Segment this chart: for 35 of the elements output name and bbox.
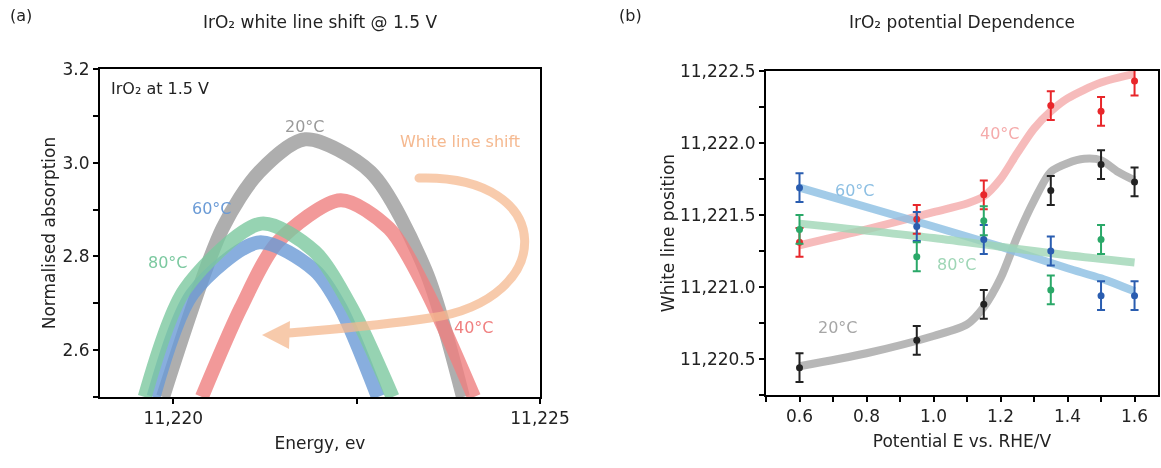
x-tick-label: 11,220 — [143, 408, 204, 429]
x-axis-title: Energy, ev — [274, 433, 366, 454]
series-label: 20°C — [818, 318, 858, 337]
y-tick-label: 11,221.5 — [679, 204, 756, 225]
x-tick-label: 1.2 — [987, 406, 1015, 427]
x-tick-label: 1.4 — [1054, 406, 1082, 427]
y-axis-title: White line position — [657, 153, 678, 313]
text: 60°C — [192, 199, 232, 218]
y-tick-label: 2.8 — [62, 246, 90, 267]
x-tick-label: 11,225 — [510, 408, 570, 429]
series-label: 40°C — [980, 124, 1020, 143]
y-tick-label: 11,221.0 — [679, 276, 756, 297]
y-tick-label: 11,222.0 — [679, 132, 756, 153]
text: (a) — [10, 6, 33, 25]
text: (b) — [619, 6, 642, 25]
y-axis-title: Normalised absorption — [39, 136, 59, 330]
y-tick-label: 11,222.5 — [679, 60, 756, 81]
annotation: IrO₂ at 1.5 V — [111, 79, 210, 98]
chart-title: IrO₂ white line shift @ 1.5 V — [202, 12, 438, 33]
series-label: 80°C — [148, 253, 188, 272]
y-tick-label: 3.2 — [62, 58, 90, 79]
y-tick-label: 2.6 — [62, 340, 90, 361]
x-axis-title: Potential E vs. RHE/V — [872, 431, 1052, 452]
series-label: 20°C — [285, 117, 325, 136]
annotation: White line shift — [400, 132, 521, 151]
series-label: 60°C — [835, 181, 875, 200]
x-tick-label: 1.0 — [920, 406, 948, 427]
series-label: 40°C — [454, 318, 494, 337]
series-label: 80°C — [937, 255, 977, 274]
chart-title: IrO₂ potential Dependence — [848, 12, 1076, 33]
x-tick-label: 0.8 — [852, 406, 881, 427]
y-tick-label: 3.0 — [62, 152, 90, 173]
x-tick-label: 1.6 — [1121, 406, 1149, 427]
x-tick-label: 0.6 — [785, 406, 814, 427]
y-tick-label: 11,220.5 — [679, 348, 756, 369]
